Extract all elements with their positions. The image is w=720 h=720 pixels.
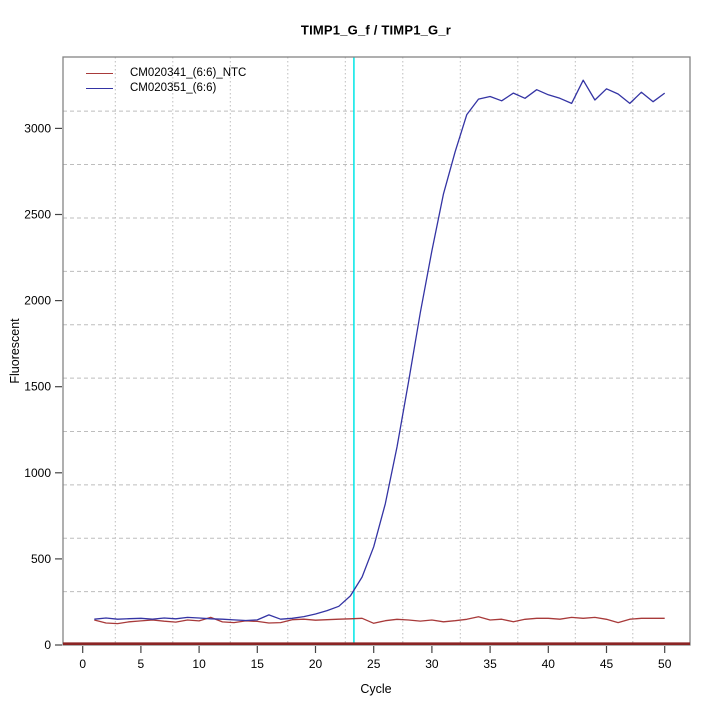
amplification-curve — [94, 79, 666, 622]
x-tick-label: 0 — [79, 657, 86, 671]
legend-label: CM020341_(6:6)_NTC — [130, 67, 247, 79]
legend-item: CM020341_(6:6)_NTC — [86, 66, 246, 81]
x-tick-label: 40 — [542, 657, 556, 671]
y-tick-label: 2500 — [24, 208, 51, 222]
ntc-curve — [94, 616, 665, 625]
x-tick-label: 30 — [425, 657, 439, 671]
x-tick-label: 50 — [658, 657, 672, 671]
x-tick-label: 5 — [138, 657, 145, 671]
y-tick-label: 3000 — [24, 121, 51, 135]
x-axis-label: Cycle — [360, 682, 392, 696]
y-tick-label: 2000 — [24, 294, 51, 308]
x-tick-label: 35 — [483, 657, 497, 671]
y-tick-label: 1500 — [24, 380, 51, 394]
legend: CM020341_(6:6)_NTC CM020351_(6:6) — [86, 66, 246, 96]
x-tick-label: 25 — [367, 657, 381, 671]
legend-label: CM020351_(6:6) — [130, 82, 217, 94]
x-tick-label: 45 — [600, 657, 614, 671]
chart-title: TIMP1_G_f / TIMP1_G_r — [300, 22, 452, 38]
legend-swatch-line-ntc — [86, 73, 113, 74]
y-tick-label: 500 — [31, 552, 51, 566]
y-tick-label: 0 — [44, 638, 51, 652]
x-tick-label: 15 — [251, 657, 265, 671]
legend-swatch-line-sample — [86, 88, 113, 89]
x-tick-label: 10 — [192, 657, 206, 671]
y-tick-label: 1000 — [24, 466, 51, 480]
legend-item: CM020351_(6:6) — [86, 81, 246, 96]
plot-box — [62, 56, 691, 646]
x-tick-label: 20 — [309, 657, 323, 671]
